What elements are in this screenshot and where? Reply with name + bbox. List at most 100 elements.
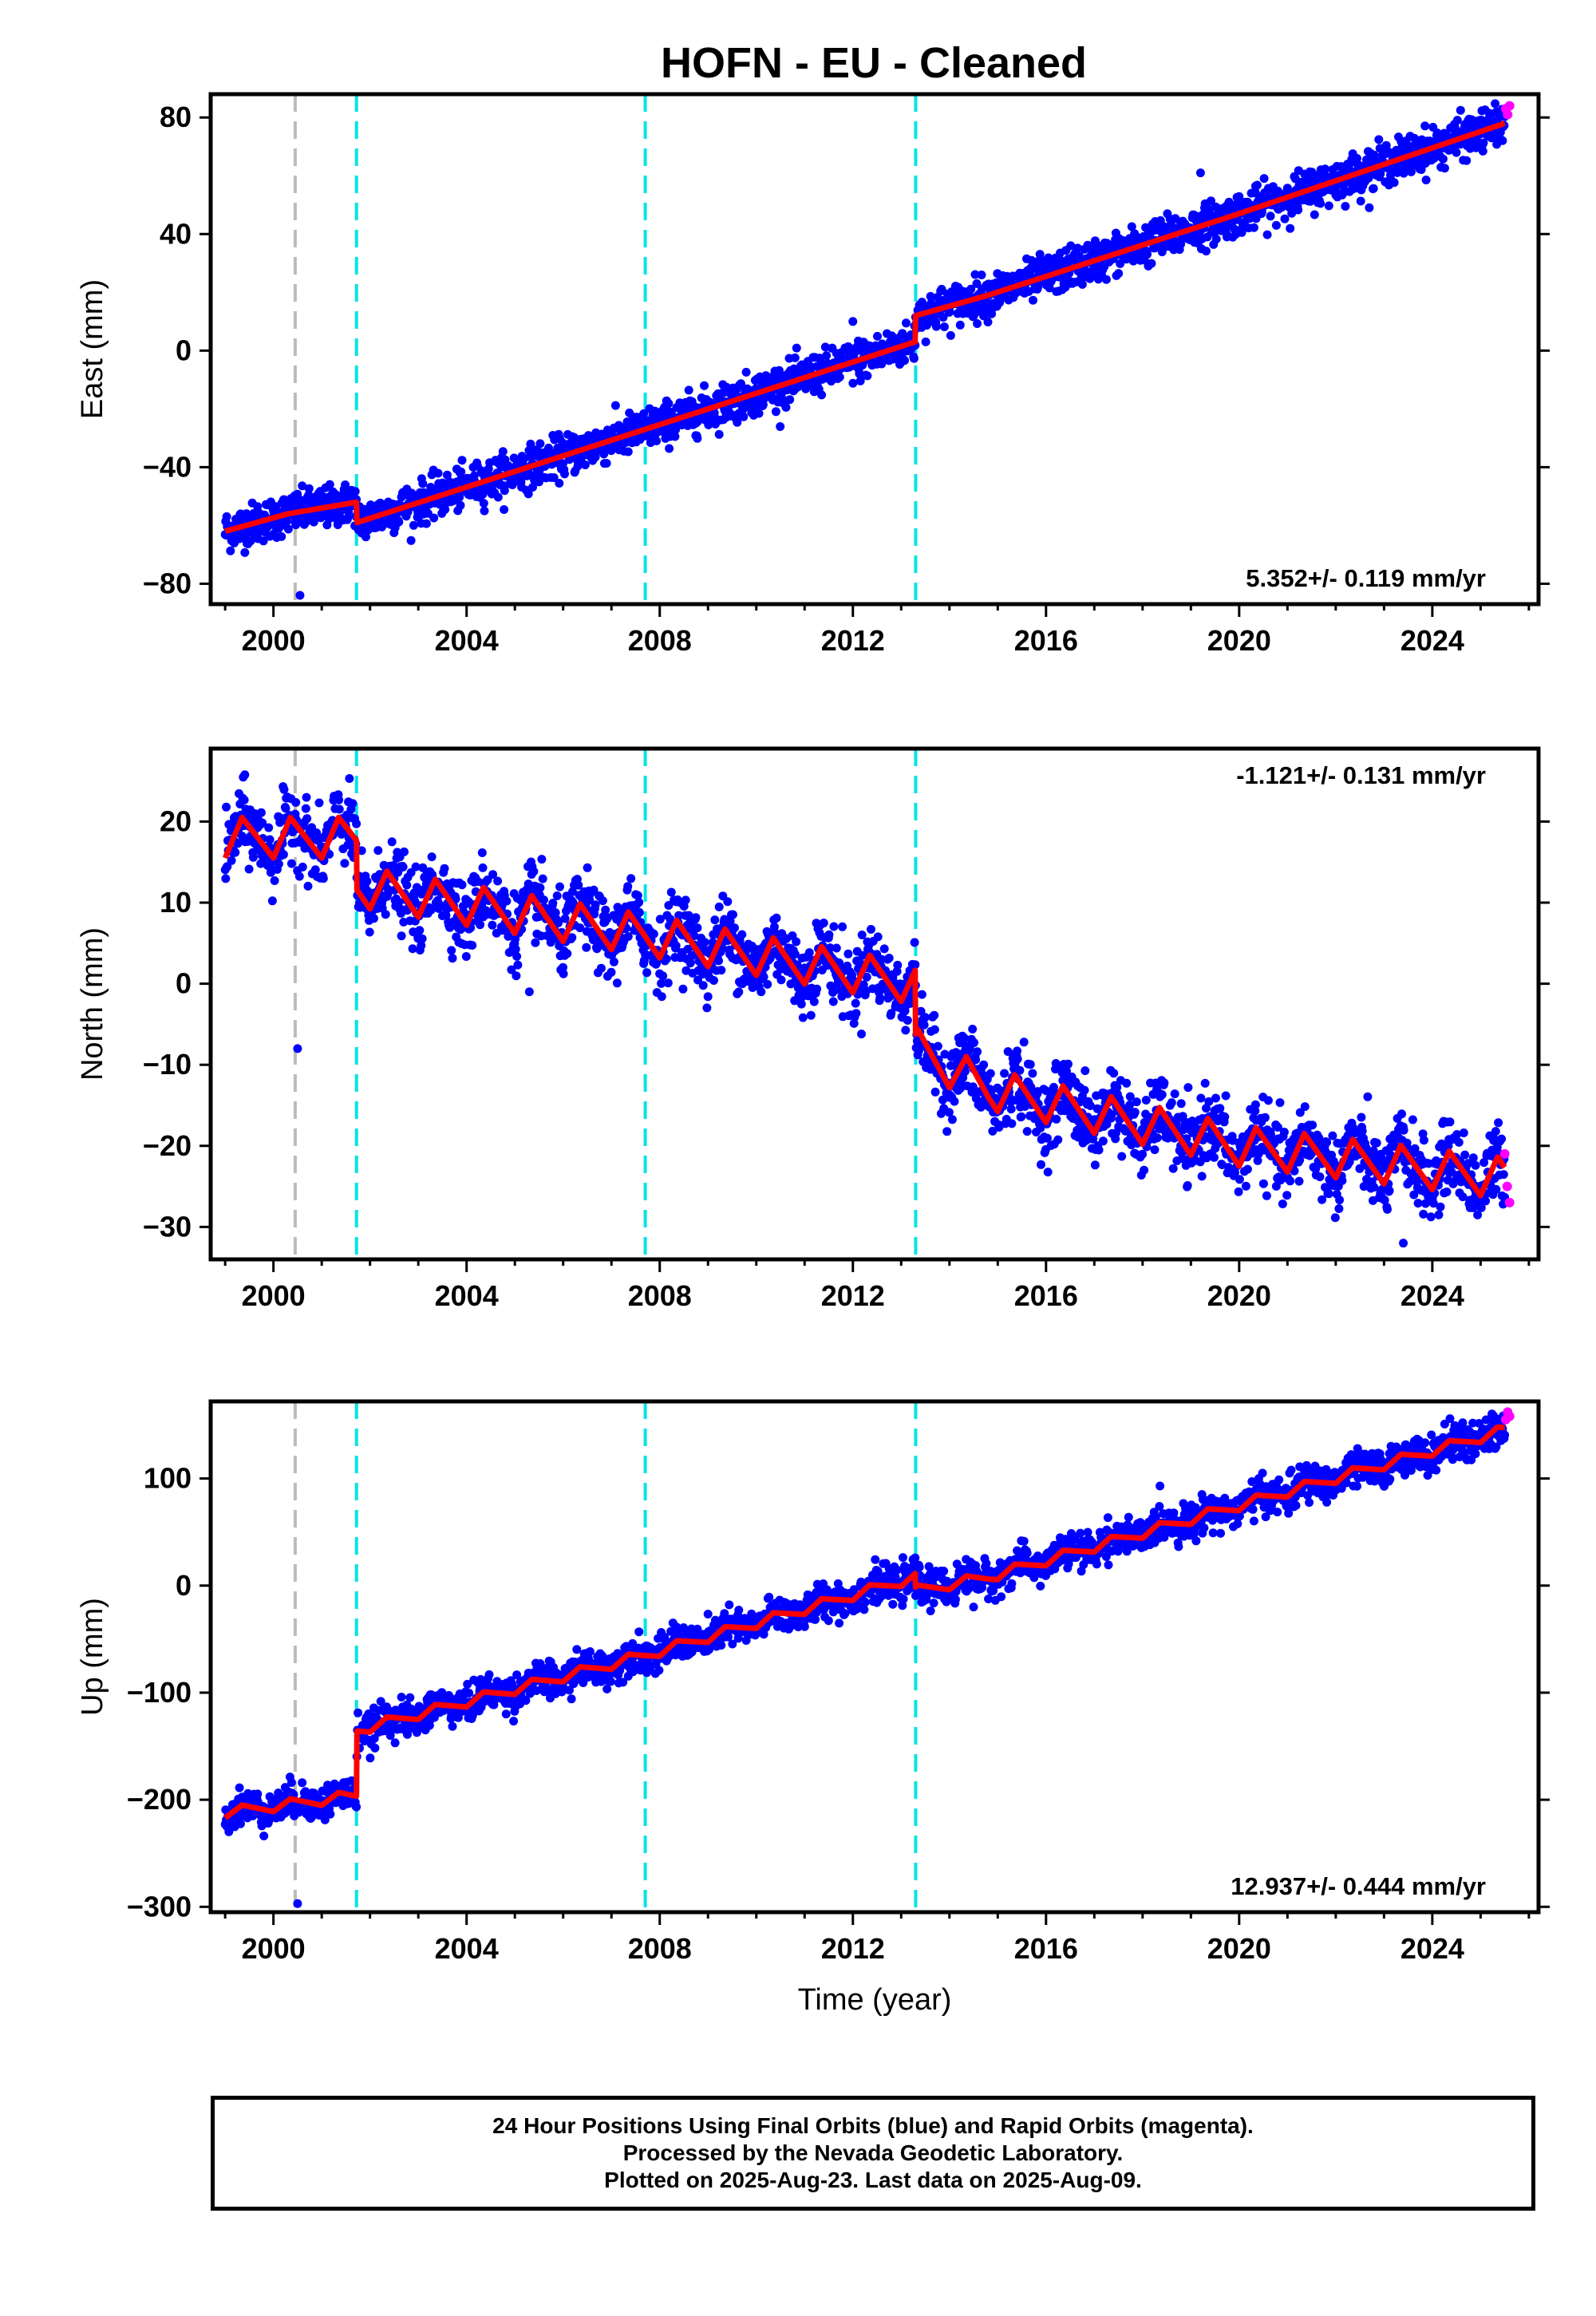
final-point xyxy=(785,395,795,405)
final-point xyxy=(1015,1065,1025,1075)
plot-area xyxy=(220,94,1515,604)
final-point xyxy=(754,409,764,418)
final-point xyxy=(1132,232,1141,242)
final-point xyxy=(240,547,250,557)
final-point xyxy=(1167,1098,1176,1108)
final-point xyxy=(946,330,955,340)
final-point xyxy=(552,891,562,900)
final-point xyxy=(456,467,466,476)
final-point xyxy=(341,480,350,489)
final-point xyxy=(1456,105,1465,115)
final-point xyxy=(244,864,254,874)
final-point xyxy=(684,385,693,395)
final-point xyxy=(642,968,652,978)
final-point xyxy=(309,517,318,527)
final-point xyxy=(873,331,882,341)
final-point xyxy=(511,944,520,954)
final-point xyxy=(334,804,344,814)
final-point xyxy=(397,931,406,941)
ytick-label: 0 xyxy=(176,967,192,1000)
final-point xyxy=(1098,1136,1108,1146)
final-point xyxy=(235,1783,244,1792)
xtick-label: 2000 xyxy=(242,1279,306,1312)
final-point xyxy=(1215,1104,1225,1113)
final-point xyxy=(798,1013,808,1022)
final-point xyxy=(559,962,567,972)
final-point xyxy=(933,1041,942,1051)
final-point xyxy=(1273,1123,1282,1132)
final-point xyxy=(926,291,935,301)
final-point xyxy=(1374,135,1384,144)
final-point xyxy=(551,908,560,918)
final-point xyxy=(1013,1054,1022,1064)
final-point xyxy=(689,931,699,940)
final-point xyxy=(1459,1128,1468,1137)
final-point xyxy=(691,913,701,923)
final-point xyxy=(457,880,467,890)
final-point xyxy=(302,814,312,824)
final-point xyxy=(1152,1133,1162,1143)
final-point xyxy=(555,882,564,891)
final-point xyxy=(1109,1069,1119,1078)
final-point xyxy=(601,905,610,915)
y-axis-label: East (mm) xyxy=(76,279,109,419)
final-point xyxy=(539,895,548,905)
final-point xyxy=(944,1108,954,1117)
final-point xyxy=(298,862,307,871)
final-point xyxy=(851,1009,861,1018)
final-point xyxy=(937,284,946,294)
final-point xyxy=(824,930,834,939)
final-point xyxy=(1143,250,1152,259)
rapid-point xyxy=(1503,109,1513,120)
final-point xyxy=(363,886,372,895)
final-point xyxy=(279,785,289,794)
final-point xyxy=(955,320,965,330)
final-point xyxy=(1062,1066,1071,1076)
final-point xyxy=(394,517,404,527)
final-point xyxy=(1202,247,1211,256)
final-point xyxy=(832,943,841,953)
final-point xyxy=(274,860,283,869)
final-point xyxy=(1250,1100,1260,1109)
final-point xyxy=(567,933,577,943)
final-point xyxy=(1337,1176,1347,1185)
final-point xyxy=(843,949,853,958)
final-point xyxy=(1080,1085,1089,1095)
final-point xyxy=(901,1026,911,1035)
final-point xyxy=(973,319,982,328)
final-point xyxy=(580,460,590,469)
figure-title: HOFN - EU - Cleaned xyxy=(661,39,1087,87)
final-point xyxy=(479,499,488,508)
final-point xyxy=(1253,1156,1262,1165)
model-curve xyxy=(223,121,1507,535)
final-point xyxy=(665,444,674,453)
final-point xyxy=(512,971,521,981)
final-point xyxy=(279,850,288,860)
final-point xyxy=(1022,1127,1032,1136)
rapid-point xyxy=(1504,1197,1515,1207)
final-point xyxy=(400,847,409,856)
final-point xyxy=(591,453,600,462)
final-point xyxy=(1363,1092,1373,1101)
final-point xyxy=(1000,1069,1009,1078)
final-point xyxy=(1408,1115,1417,1124)
plot-area xyxy=(220,749,1515,1259)
final-point xyxy=(790,353,800,362)
final-point xyxy=(938,313,948,322)
final-point xyxy=(1369,184,1378,193)
final-point xyxy=(858,951,867,960)
final-point xyxy=(1066,241,1076,251)
final-point xyxy=(973,1047,982,1057)
ytick-label: −40 xyxy=(143,450,192,483)
final-point xyxy=(1476,1203,1486,1212)
final-point xyxy=(412,883,421,892)
final-point xyxy=(1028,1069,1037,1078)
final-point xyxy=(1053,1135,1063,1144)
final-point xyxy=(1376,169,1385,179)
final-point xyxy=(1043,1168,1053,1177)
final-point xyxy=(1234,1187,1243,1196)
final-point xyxy=(671,941,681,951)
